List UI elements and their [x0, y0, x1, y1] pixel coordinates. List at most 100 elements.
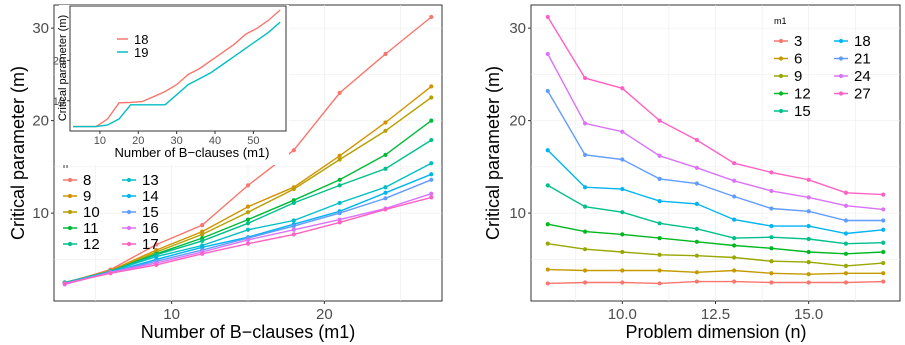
- x-tick-label: 20: [132, 135, 144, 147]
- y-tick-label: 30: [32, 20, 49, 37]
- series-line-18: [73, 9, 281, 128]
- data-point: [881, 260, 886, 266]
- legend-key-point: [838, 91, 844, 96]
- legend-key-point: [838, 56, 844, 61]
- data-point: [657, 268, 662, 273]
- legend-key-point: [126, 177, 132, 183]
- data-point: [694, 181, 699, 186]
- legend-label: 16: [142, 220, 159, 237]
- legend-label: 27: [854, 86, 871, 103]
- data-point: [337, 157, 342, 162]
- data-point: [620, 249, 625, 255]
- series-18: [73, 9, 281, 128]
- x-tick-label: 40: [209, 135, 221, 147]
- data-point: [245, 237, 251, 243]
- data-point: [582, 229, 588, 234]
- series-line-12: [547, 223, 884, 255]
- data-point: [694, 201, 699, 206]
- data-point: [154, 262, 159, 268]
- data-point: [108, 271, 113, 276]
- right-panel: 10.0 12.5 15.0 10 20 30 Problem dimension (n)…: [483, 4, 901, 342]
- data-point: [843, 241, 849, 246]
- legend-item-18: 18: [117, 32, 148, 47]
- x-tick-label: 12.5: [701, 306, 730, 323]
- data-point: [245, 204, 251, 209]
- series-27: [545, 14, 886, 197]
- data-point: [383, 207, 388, 212]
- legend-label: 9: [794, 68, 802, 85]
- right-tick-labels: 10.0 12.5 15.0 10 20 30: [509, 20, 823, 323]
- data-point: [383, 152, 388, 157]
- data-point: [806, 280, 811, 285]
- legend-key-point: [778, 91, 784, 96]
- data-point: [383, 51, 388, 57]
- data-point: [843, 190, 849, 195]
- legend-item-24: 24: [834, 68, 871, 85]
- data-point: [291, 218, 296, 223]
- inset-plot-panel: [69, 5, 287, 132]
- legend-label: 12: [794, 86, 811, 103]
- data-point: [769, 206, 774, 211]
- x-tick-label: 10: [94, 135, 106, 147]
- data-point: [694, 253, 699, 258]
- legend-key-point: [126, 225, 132, 231]
- data-point: [582, 280, 588, 285]
- data-point: [657, 252, 662, 257]
- data-point: [881, 271, 886, 276]
- data-point: [154, 242, 159, 247]
- legend-item-9: 9: [774, 68, 802, 85]
- legend-label: 8: [83, 172, 91, 189]
- series-6: [545, 267, 886, 277]
- legend-label: 14: [142, 188, 159, 205]
- data-point: [291, 186, 296, 192]
- y-tick-label: 10: [32, 205, 49, 222]
- data-point: [769, 188, 774, 194]
- x-tick-label: 15.0: [794, 306, 823, 323]
- legend-key-point: [67, 209, 73, 215]
- x-tick-label: 50: [247, 135, 259, 147]
- legend-key-point: [126, 209, 132, 215]
- data-point: [806, 177, 811, 182]
- inset-x-axis-title: Number of B−clauses (m1): [115, 145, 270, 160]
- data-point: [881, 218, 886, 223]
- legend-label: 24: [854, 68, 871, 85]
- y-tick-label: 10: [509, 205, 526, 222]
- data-point: [620, 232, 625, 237]
- legend-item-27: 27: [834, 86, 871, 103]
- legend-label: 21: [854, 51, 871, 68]
- data-point: [62, 281, 67, 286]
- y-tick-label: 10: [53, 96, 65, 108]
- legend-key-point: [838, 38, 844, 44]
- data-point: [843, 203, 849, 208]
- series-9: [545, 241, 886, 268]
- legend-key-point: [778, 56, 784, 61]
- data-point: [429, 84, 434, 89]
- data-point: [582, 185, 588, 190]
- data-point: [429, 118, 434, 123]
- legend-item-17: 17: [122, 236, 159, 253]
- data-point: [732, 217, 737, 222]
- legend-key-point: [778, 38, 784, 44]
- legend-label: 15: [794, 103, 811, 120]
- data-point: [657, 118, 662, 123]
- data-point: [732, 279, 737, 284]
- legend-key-point: [778, 73, 784, 79]
- data-point: [545, 281, 550, 286]
- series-19: [73, 21, 281, 128]
- data-point: [291, 227, 296, 232]
- data-point: [769, 280, 774, 285]
- data-point: [881, 249, 886, 255]
- data-point: [694, 239, 699, 244]
- legend-label: 18: [134, 32, 148, 47]
- legend-key-point: [778, 108, 784, 114]
- data-point: [245, 183, 251, 188]
- data-point: [383, 185, 388, 190]
- series-line-3: [547, 280, 884, 285]
- data-point: [881, 279, 886, 284]
- data-point: [245, 227, 251, 232]
- data-point: [657, 221, 662, 226]
- data-point: [582, 268, 588, 273]
- legend-key-point: [838, 73, 844, 79]
